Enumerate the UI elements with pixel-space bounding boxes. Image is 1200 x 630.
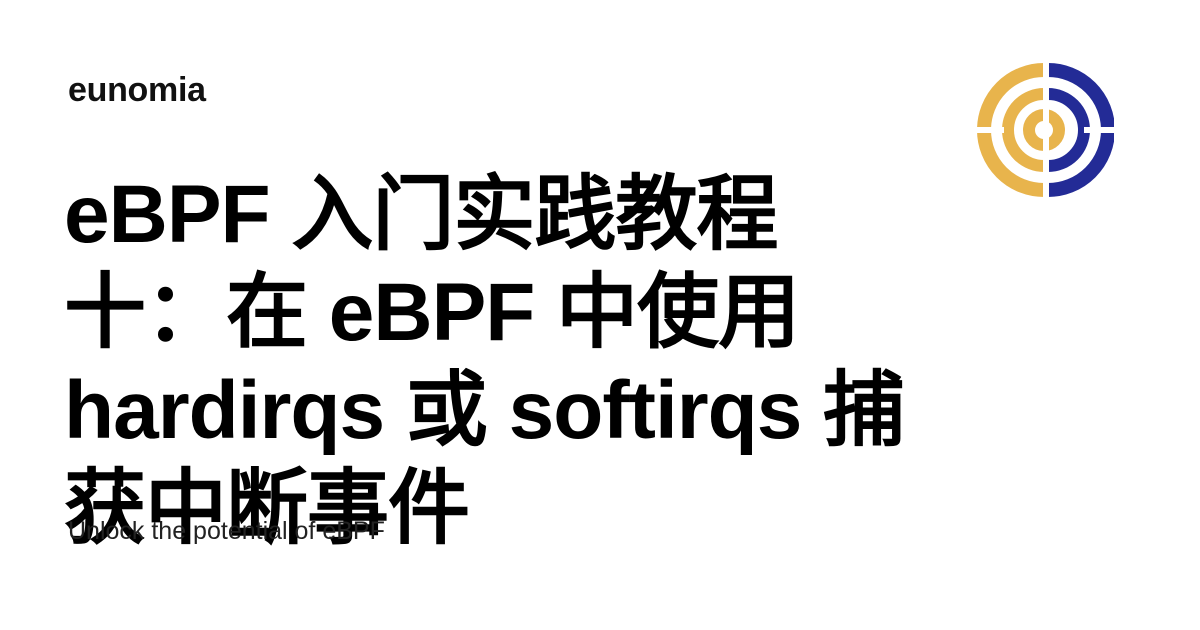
brand-name: eunomia bbox=[68, 71, 206, 109]
eunomia-logo-icon bbox=[974, 60, 1114, 200]
page-title: eBPF 入门实践教程十：在 eBPF 中使用 hardirqs 或 softi… bbox=[64, 169, 905, 554]
page-subtitle: Unlock the potential of eBPF bbox=[68, 517, 385, 545]
